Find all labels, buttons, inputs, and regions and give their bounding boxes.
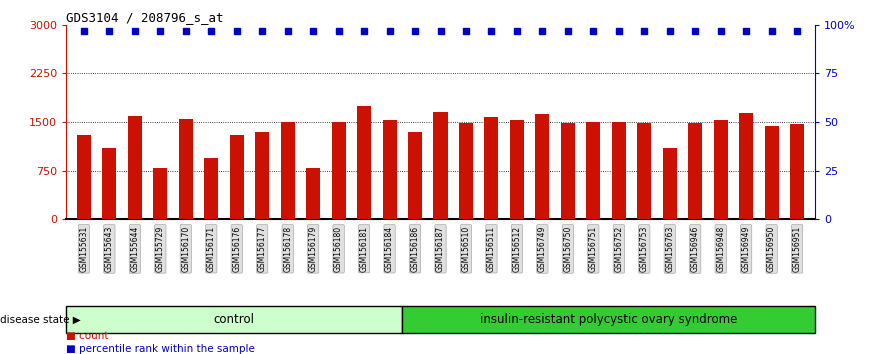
Bar (402, 306, 815, 333)
Text: ■ count: ■ count (66, 331, 108, 341)
Bar (536, 114, 550, 219)
Bar (587, 122, 600, 219)
Text: GDS3104 / 208796_s_at: GDS3104 / 208796_s_at (66, 11, 224, 24)
Bar (637, 124, 651, 219)
Bar (281, 122, 294, 219)
Bar (357, 106, 371, 219)
Bar (790, 124, 804, 219)
Text: insulin-resistant polycystic ovary syndrome: insulin-resistant polycystic ovary syndr… (479, 313, 737, 326)
Bar (663, 148, 677, 219)
Bar (688, 124, 702, 219)
Bar (459, 124, 473, 219)
Text: control: control (213, 313, 255, 326)
Bar (230, 135, 244, 219)
Bar (102, 148, 116, 219)
Bar (331, 122, 345, 219)
Bar (204, 158, 218, 219)
Bar (179, 119, 193, 219)
Bar (382, 120, 396, 219)
Bar (739, 113, 753, 219)
Bar (128, 116, 142, 219)
Bar (66, 306, 402, 333)
Bar (561, 124, 575, 219)
Bar (77, 135, 91, 219)
Bar (433, 113, 448, 219)
Text: ■ percentile rank within the sample: ■ percentile rank within the sample (66, 344, 255, 354)
Bar (485, 117, 499, 219)
Bar (153, 167, 167, 219)
Text: disease state ▶: disease state ▶ (0, 314, 81, 325)
Bar (408, 132, 422, 219)
Bar (510, 120, 524, 219)
Bar (611, 122, 626, 219)
Bar (714, 120, 728, 219)
Bar (255, 132, 270, 219)
Bar (306, 167, 320, 219)
Bar (765, 126, 779, 219)
